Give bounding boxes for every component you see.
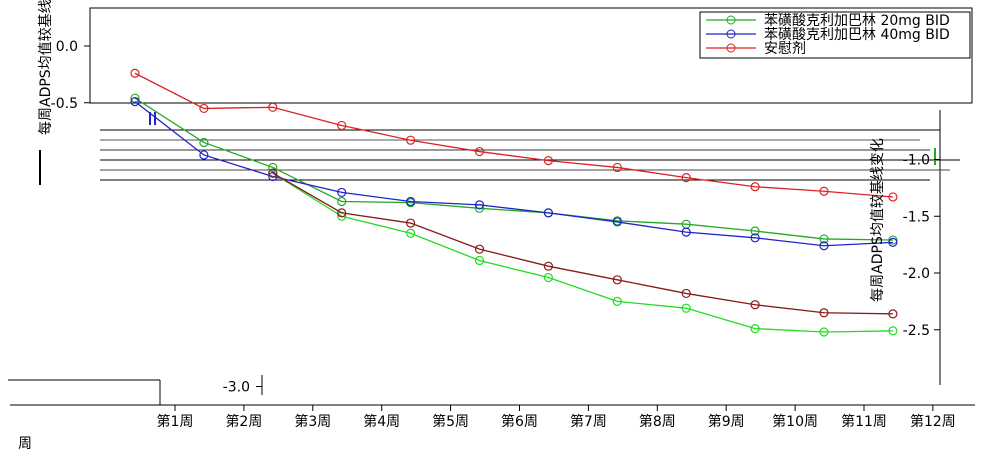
series-line-3 [272,172,893,333]
series-1-point [337,187,347,198]
x-tick-label: 第10周 [772,413,818,430]
y-tick-label: -2.5 [903,323,930,339]
series-0-point [337,196,347,207]
x-tick-label: 第11周 [841,413,887,430]
y-axis: 0.0 -0.5 -1.0 -1.5 -2.0 -2.5 -3.0 [51,39,940,396]
y-tick-label: -0.5 [51,96,78,112]
series-line-0 [134,97,893,241]
series-0-point [750,226,760,236]
y-axis-label-right: 每周ADPS均值较基线变化 [869,138,886,302]
series-3-point [888,326,898,336]
series-0-point [268,162,278,173]
x-tick-label: 第1周 [157,413,194,430]
y-tick-label: -3.0 [223,380,250,396]
series-4-point [337,208,347,218]
series-4-point [681,288,691,299]
series-2-point [543,156,554,166]
series-3-point [819,327,829,337]
x-tick-label: 第4周 [363,413,400,430]
series-2-point [406,135,416,145]
series-4-point [819,308,829,318]
y-axis-label-left: 每周ADPS均值较基线变化 [37,0,54,135]
series-2-point [474,146,485,157]
series-line-2 [134,72,893,198]
series-0-point [819,234,829,244]
series-2-point [268,102,278,112]
series-3-point [543,272,554,283]
x-tick-label: 第9周 [708,413,745,430]
y-tick-label: -1.0 [903,153,930,169]
series-1-point [474,200,485,210]
series-3-point [474,255,485,266]
series-4-point [612,275,622,285]
upper-plot-frame [89,7,973,104]
series-4-point [406,218,416,228]
series-4-point [268,168,278,178]
x-tick-label: 第12周 [910,413,956,430]
x-axis-label: 周 [18,436,32,452]
series-1-point [681,227,691,237]
x-axis: 第1周 第2周 第3周 第4周 第5周 第6周 第7周 第8周 第9周 第10周 第11周 第12周 [157,405,956,430]
series-0-point [199,137,209,148]
y-tick-label: -2.0 [903,266,930,282]
legend-marker [726,15,736,25]
legend-marker [726,43,736,53]
series-2-point [819,186,829,196]
legend-label: 苯磺酸克利加巴林 20mg BID [764,12,950,29]
series-3-point [406,228,416,238]
legend-label: 安慰剂 [764,40,806,57]
series-1-point [888,237,898,247]
x-tick-label: 第7周 [570,413,607,430]
legend-label: 苯磺酸克利加巴林 40mg BID [764,26,950,43]
series-line-4 [272,172,893,315]
x-tick-label: 第3周 [294,413,331,430]
y-tick-label: 0.0 [56,39,78,55]
y-tick-label: -1.5 [903,209,930,225]
series-1-point [819,241,829,251]
series-1-point [543,208,554,218]
series-2-point [612,162,622,173]
series-3-point [681,303,691,313]
x-tick-label: 第8周 [639,413,676,430]
x-tick-label: 第2周 [225,413,262,430]
glitch-bands [39,112,960,185]
series-2-point [130,68,140,78]
series-layer [130,68,898,337]
series-2-point [199,103,209,114]
x-tick-label: 第5周 [432,413,469,430]
legend-marker [726,29,736,39]
series-4-point [888,309,898,319]
series-1-point [750,233,760,243]
series-line-1 [134,101,893,247]
x-tick-label: 第6周 [501,413,538,430]
series-2-point [337,120,347,131]
series-2-point [750,182,760,192]
series-1-point [612,217,622,227]
series-4-point [543,261,554,271]
series-3-point [750,324,760,334]
series-1-point [130,97,140,107]
series-2-point [681,173,691,183]
series-1-point [199,150,209,160]
series-4-point [750,300,760,310]
series-4-point [474,244,485,254]
series-3-point [612,296,622,306]
series-2-point [888,192,898,202]
series-1-point [406,196,416,207]
series-1-point [268,171,278,182]
